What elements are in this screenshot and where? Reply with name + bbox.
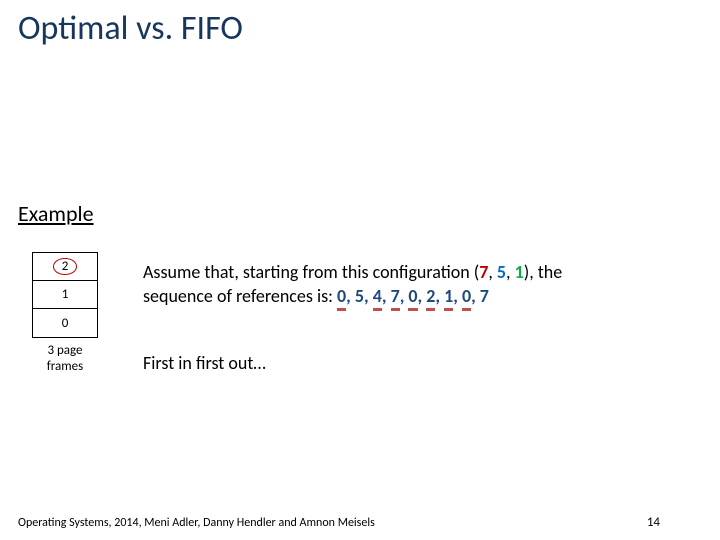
seq-item-1: 5: [355, 285, 364, 307]
example-heading: Example: [18, 200, 94, 227]
frame-value-oval: 2: [53, 258, 78, 275]
frames-label: 3 page frames: [35, 343, 95, 374]
body-line1-tail: , the: [529, 261, 562, 283]
frame-cell-1: 1: [33, 281, 97, 309]
seq-sep-1: ,: [364, 285, 373, 307]
seq-sep-6: ,: [453, 285, 462, 307]
seq-item-7: 0: [462, 285, 471, 311]
seq-sep-2: ,: [382, 285, 391, 307]
config-7: 7: [479, 261, 488, 283]
config-1: 1: [515, 261, 524, 283]
seq-item-0: 0: [337, 285, 346, 311]
footer-text: Operating Systems, 2014, Meni Adler, Dan…: [18, 516, 375, 530]
seq-item-6: 1: [444, 285, 453, 311]
first-in-first-out-text: First in first out…: [143, 352, 266, 374]
body-paragraph: Assume that, starting from this configur…: [143, 260, 698, 309]
reference-sequence: 0, 5, 4, 7, 0, 2, 1, 0, 7: [337, 285, 489, 311]
seq-sep-5: ,: [435, 285, 444, 307]
seq-sep-4: ,: [418, 285, 427, 307]
frame-cell-2: 0: [33, 309, 97, 337]
seq-sep-7: ,: [471, 285, 480, 307]
seq-item-8: 7: [480, 285, 489, 307]
config-5: 5: [497, 261, 506, 283]
seq-item-2: 4: [373, 285, 382, 311]
slide-title: Optimal vs. FIFO: [18, 8, 243, 49]
config-comma2: ,: [506, 261, 515, 283]
body-line1-lead: Assume that, starting from this configur…: [143, 261, 479, 283]
seq-sep-0: ,: [346, 285, 355, 307]
page-frames-table: 2 1 0: [32, 252, 98, 338]
slide-root: Optimal vs. FIFO Example 2 1 0 3 page fr…: [0, 0, 720, 540]
frame-cell-0: 2: [33, 253, 97, 281]
seq-item-4: 0: [408, 285, 417, 311]
body-line2-lead: sequence of references is:: [143, 285, 337, 307]
seq-item-3: 7: [391, 285, 400, 311]
config-comma1: ,: [488, 261, 497, 283]
page-number: 14: [647, 515, 660, 530]
